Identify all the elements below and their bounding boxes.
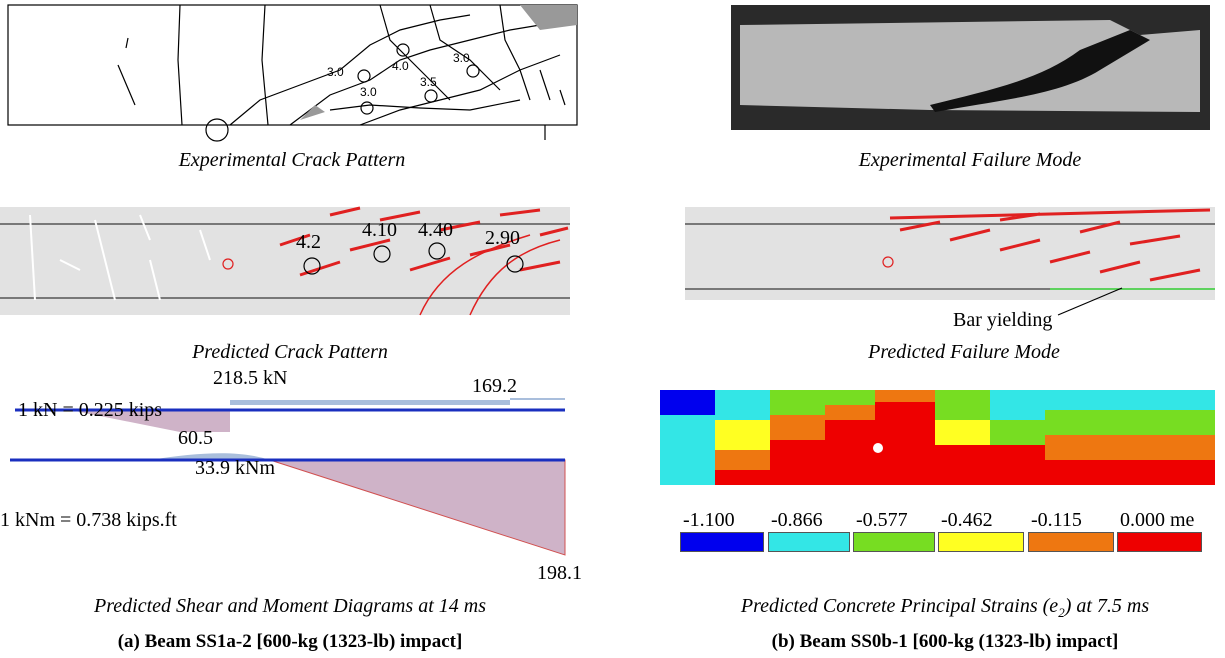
legend-label: -0.577 xyxy=(856,510,908,530)
legend-swatch xyxy=(680,532,764,552)
legend-label: -0.866 xyxy=(771,510,823,530)
value-label: 169.2 xyxy=(472,376,517,396)
annotation: Bar yielding xyxy=(953,310,1052,330)
moment-area xyxy=(270,460,565,555)
legend-swatch xyxy=(938,532,1024,552)
conversion: 1 kNm = 0.738 kips.ft xyxy=(0,510,177,530)
crack-label: 2.90 xyxy=(485,228,520,248)
crack-label: 3.0 xyxy=(453,52,470,64)
caption: Predicted Failure Mode xyxy=(868,342,1060,362)
crack-label: 3.0 xyxy=(360,86,377,98)
crack-label: 4.0 xyxy=(392,60,409,72)
crack-label: 4.2 xyxy=(296,232,321,252)
caption: Predicted Concrete Principal Strains (e2… xyxy=(741,596,1149,619)
legend-label: -0.462 xyxy=(941,510,993,530)
legend-swatch xyxy=(1117,532,1202,552)
caption: Experimental Crack Pattern xyxy=(179,150,406,170)
conversion: 1 kN = 0.225 kips xyxy=(18,400,162,420)
spall xyxy=(300,5,577,120)
legend-swatch xyxy=(1028,532,1114,552)
legend-swatch xyxy=(768,532,850,552)
beam xyxy=(685,207,1215,300)
crack-sketch xyxy=(8,5,577,141)
crack-label: 3.5 xyxy=(420,76,437,88)
caption: Experimental Failure Mode xyxy=(859,150,1082,170)
caption: Predicted Crack Pattern xyxy=(192,342,388,362)
panel-title: (b) Beam SS0b-1 [600-kg (1323-lb) impact… xyxy=(772,632,1119,651)
legend-label: -0.115 xyxy=(1031,510,1082,530)
caption: Predicted Shear and Moment Diagrams at 1… xyxy=(94,596,486,616)
value-label: 33.9 kNm xyxy=(195,458,275,478)
value-label: 218.5 kN xyxy=(213,368,287,388)
legend-label: 0.000 me xyxy=(1120,510,1194,530)
legend-swatch xyxy=(853,532,935,552)
value-label: 60.5 xyxy=(178,428,213,448)
crack-label: 3.0 xyxy=(327,66,344,78)
crack-label: 4.40 xyxy=(418,220,453,240)
value-label: 198.1 xyxy=(537,563,582,583)
panel-title: (a) Beam SS1a-2 [600-kg (1323-lb) impact… xyxy=(118,632,463,651)
strain-contour xyxy=(660,390,1215,485)
page: 3.0 4.0 3.0 3.0 3.5 Experimental Crack P… xyxy=(0,0,1225,658)
legend-label: -1.100 xyxy=(683,510,735,530)
caption-text: Predicted Concrete Principal Strains (e xyxy=(741,595,1058,617)
caption-text: ) at 7.5 ms xyxy=(1065,595,1149,617)
crack-label: 4.10 xyxy=(362,220,397,240)
beam xyxy=(0,207,570,315)
